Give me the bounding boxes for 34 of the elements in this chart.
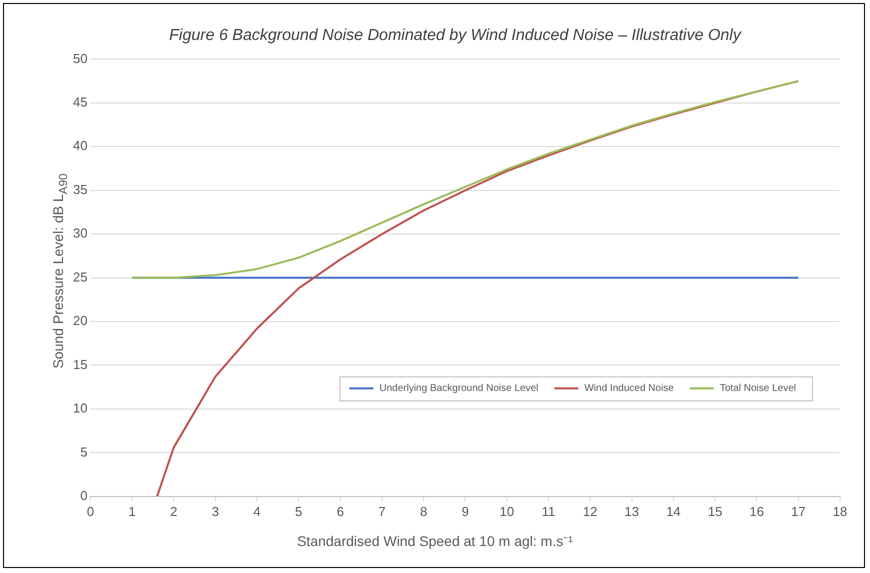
x-tick-label: 6: [336, 504, 344, 519]
x-tick-label: 7: [378, 504, 386, 519]
x-tick-label: 8: [420, 504, 428, 519]
y-tick-label: 35: [72, 182, 88, 197]
y-tick-label: 50: [72, 50, 88, 66]
legend-label: Total Noise Level: [720, 383, 796, 394]
y-tick-label: 30: [72, 226, 88, 241]
y-tick-label: 0: [80, 488, 88, 503]
x-tick-label: 15: [708, 504, 722, 519]
x-tick-label: 13: [624, 504, 640, 519]
x-tick-label: 9: [462, 504, 469, 519]
y-tick-label: 5: [80, 444, 88, 460]
x-axis-title: Standardised Wind Speed at 10 m agl: m.s⁻¹: [296, 532, 574, 550]
x-tick-label: 17: [791, 504, 806, 519]
x-tick-label: 14: [666, 504, 681, 519]
x-tick-label: 12: [582, 504, 598, 519]
x-tick-label: 11: [542, 504, 556, 519]
x-tick-label: 10: [500, 504, 514, 519]
x-tick-label: 4: [253, 504, 261, 519]
x-tick-label: 3: [212, 504, 219, 519]
x-tick-label: 16: [749, 504, 764, 519]
legend-label: Underlying Background Noise Level: [379, 383, 538, 394]
x-tick-label: 1: [128, 504, 136, 519]
x-tick-label: 2: [170, 504, 178, 519]
x-tick-label: 18: [832, 504, 848, 519]
y-tick-label: 10: [72, 400, 88, 416]
chart-title: Figure 6 Background Noise Dominated by Wind Induced Noise – Illustrative Only: [169, 27, 742, 44]
y-tick-label: 25: [72, 269, 88, 284]
y-tick-label: 20: [72, 313, 88, 328]
y-tick-label: 40: [72, 138, 88, 154]
x-tick-label: 5: [295, 504, 302, 519]
y-tick-label: 15: [72, 356, 88, 372]
legend-label: Wind Induced Noise: [584, 383, 674, 394]
y-tick-label: 45: [72, 94, 88, 110]
